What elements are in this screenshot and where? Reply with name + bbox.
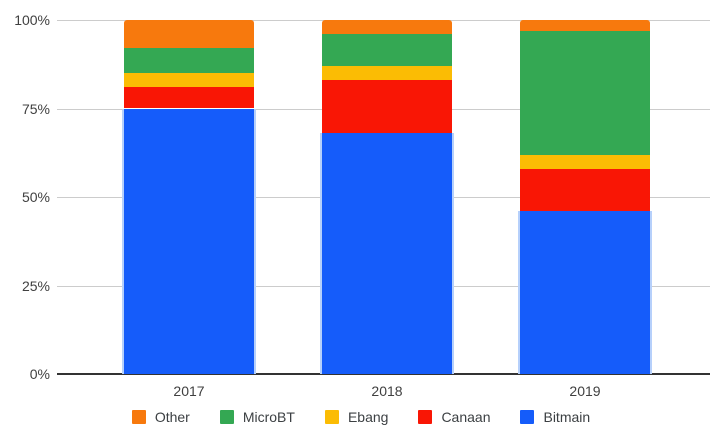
legend-label-canaan: Canaan: [441, 409, 491, 425]
x-tick-label-2018: 2018: [371, 383, 403, 399]
legend-item-microbt[interactable]: MicroBT: [219, 409, 295, 425]
y-tick-label-0: 0%: [29, 366, 50, 382]
segment-2017-bitmain[interactable]: [122, 108, 256, 374]
segment-2017-microbt[interactable]: [124, 48, 254, 74]
segment-2017-ebang[interactable]: [124, 73, 254, 88]
segment-2017-other[interactable]: [124, 20, 254, 49]
legend-item-ebang[interactable]: Ebang: [324, 409, 389, 425]
segment-2019-bitmain[interactable]: [518, 211, 652, 374]
bar-2019: [518, 20, 652, 374]
legend-label-microbt: MicroBT: [242, 409, 295, 425]
segment-2018-microbt[interactable]: [322, 34, 452, 67]
segment-2018-ebang[interactable]: [322, 66, 452, 81]
y-tick-label-75: 75%: [21, 100, 50, 117]
x-tick-label-2019: 2019: [569, 383, 601, 399]
legend-item-canaan[interactable]: Canaan: [418, 409, 490, 425]
legend-swatch-canaan: [418, 410, 433, 424]
x-tick-label-2017: 2017: [173, 383, 205, 399]
legend-label-ebang: Ebang: [347, 409, 389, 425]
legend-swatch-bitmain: [520, 410, 535, 424]
y-tick-label-25: 25%: [21, 277, 50, 294]
segment-2018-bitmain[interactable]: [320, 133, 454, 374]
segment-2019-ebang[interactable]: [520, 154, 650, 169]
legend-swatch-other: [131, 410, 146, 424]
legend-item-other[interactable]: Other: [131, 409, 190, 425]
segment-2018-canaan[interactable]: [322, 80, 452, 134]
legend-label-other: Other: [154, 409, 190, 425]
legend-swatch-microbt: [219, 410, 234, 424]
segment-2018-other[interactable]: [322, 20, 452, 35]
legend: Other MicroBT Ebang Canaan Bitmain: [0, 404, 722, 430]
segment-2019-canaan[interactable]: [520, 168, 650, 212]
bar-2017: [122, 20, 256, 374]
bar-2018: [320, 20, 454, 374]
x-axis-line: [57, 373, 710, 375]
segment-2017-canaan[interactable]: [124, 87, 254, 109]
y-tick-label-100: 100%: [14, 12, 50, 28]
y-tick-label-50: 50%: [21, 189, 50, 205]
segment-2019-other[interactable]: [520, 20, 650, 31]
segment-2019-microbt[interactable]: [520, 30, 650, 155]
legend-item-bitmain[interactable]: Bitmain: [520, 409, 590, 425]
legend-swatch-ebang: [324, 410, 339, 424]
legend-label-bitmain: Bitmain: [543, 409, 591, 425]
